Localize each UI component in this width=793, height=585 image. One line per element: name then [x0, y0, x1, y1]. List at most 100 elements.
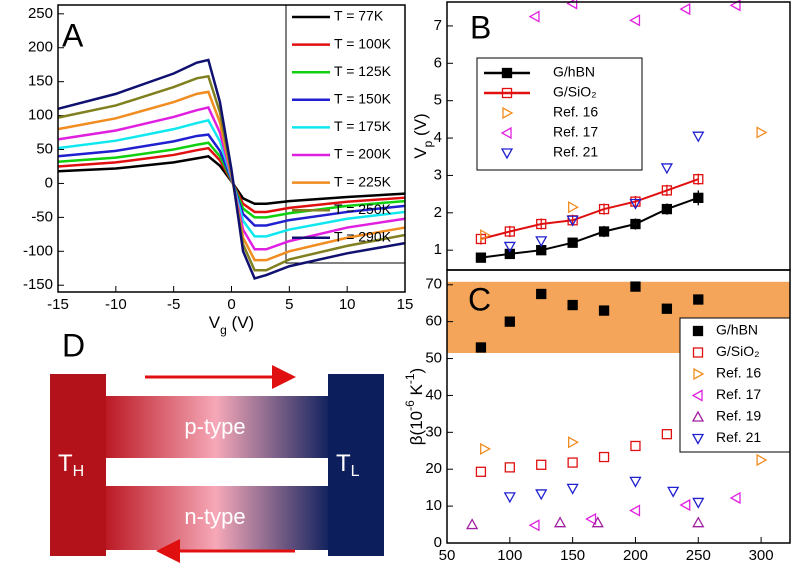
marker [528, 519, 540, 532]
marker [667, 486, 680, 498]
marker [553, 516, 567, 528]
legend-label: T = 200K [334, 146, 392, 162]
x-tick-label: -5 [167, 296, 180, 313]
panel-label: C [468, 281, 491, 317]
y-tick-label: 10 [425, 497, 442, 514]
axis-label-part: V [209, 313, 221, 332]
marker [661, 185, 673, 196]
marker [504, 316, 515, 327]
legend-label: G/hBN [716, 322, 758, 338]
marker [693, 367, 705, 381]
marker [661, 203, 673, 215]
marker [535, 489, 548, 501]
axis-label-part: V [411, 147, 430, 159]
marker [629, 504, 641, 517]
y-tick-label: 1 [434, 241, 442, 258]
plot-frame [57, 4, 406, 293]
marker [630, 218, 641, 230]
marker [598, 451, 610, 463]
y-tick-label: 30 [425, 423, 442, 440]
legend-label: T = 100K [334, 35, 392, 51]
axis-label: β(10-6 K-1) [403, 368, 426, 445]
p-type-label: p-type [184, 414, 245, 439]
axis-label-part: K [407, 383, 426, 400]
marker [504, 226, 515, 237]
marker [693, 174, 704, 185]
y-tick-label: -150 [23, 276, 53, 293]
legend-label: T = 225K [334, 173, 392, 189]
panel-label: A [62, 17, 84, 53]
axis-label-part: g [220, 323, 227, 337]
y-tick-label: 70 [425, 276, 442, 293]
marker [567, 457, 578, 468]
axis-label: Vg (V) [209, 313, 254, 337]
marker [536, 218, 547, 230]
marker [567, 299, 578, 311]
x-tick-label: 50 [439, 547, 456, 564]
y-tick-label: 5 [434, 92, 442, 109]
marker [500, 126, 512, 140]
axis-label-part: -1 [403, 373, 417, 384]
legend-label: T = 175K [334, 118, 392, 134]
series-line [57, 58, 406, 280]
marker [566, 0, 578, 10]
marker [756, 126, 768, 139]
y-tick-label: 40 [425, 386, 442, 403]
legend-label: Ref. 17 [553, 124, 598, 140]
axis-label-part: (V) [227, 313, 254, 332]
marker [692, 516, 705, 528]
y-tick-label: 20 [425, 460, 442, 477]
marker [475, 252, 487, 263]
marker [503, 492, 516, 504]
y-tick-label: 200 [28, 39, 53, 56]
n-leg [100, 486, 332, 550]
marker [475, 342, 487, 353]
axis-label-part: ) [407, 368, 426, 374]
p-leg [100, 396, 332, 458]
marker [591, 516, 604, 528]
marker [756, 453, 768, 467]
n-type-label: n-type [184, 504, 245, 529]
marker [629, 14, 641, 27]
legend-label: Ref. 17 [716, 386, 761, 402]
legend-label: G/SiO₂ [716, 343, 760, 359]
plot-frame [446, 269, 791, 544]
marker [629, 198, 642, 210]
axis-label-part: (V) [411, 113, 430, 140]
y-tick-label: 150 [28, 73, 53, 90]
marker [692, 131, 705, 143]
legend-label: Ref. 16 [553, 104, 598, 120]
marker [691, 410, 705, 422]
marker [504, 462, 515, 473]
marker [466, 518, 479, 530]
x-tick-label: 10 [339, 296, 356, 313]
series-line [480, 178, 699, 240]
hot-label: TH [58, 450, 84, 480]
y-tick-label: 50 [36, 140, 53, 157]
x-tick-label: 5 [285, 296, 293, 313]
legend-label: T = 150K [334, 91, 392, 107]
axis-label-part: p [421, 140, 435, 147]
marker [729, 0, 741, 12]
marker [630, 440, 641, 452]
marker [660, 163, 673, 175]
marker [693, 192, 704, 204]
marker [500, 148, 514, 160]
x-tick-label: 250 [686, 547, 711, 564]
marker [598, 203, 610, 215]
x-tick-label: 200 [623, 547, 648, 564]
marker [480, 229, 492, 242]
panel-label: D [62, 327, 85, 363]
cold-block [328, 374, 384, 556]
x-tick-label: 150 [560, 547, 585, 564]
axis-label: Vp (V) [411, 113, 435, 158]
marker [566, 215, 579, 227]
marker [503, 241, 516, 253]
marker [679, 2, 691, 16]
marker [502, 106, 514, 120]
legend-label: Ref. 19 [716, 408, 761, 424]
marker [692, 347, 704, 358]
legend-label: G/SiO₂ [553, 84, 597, 100]
axis-label-part: -6 [403, 400, 417, 411]
